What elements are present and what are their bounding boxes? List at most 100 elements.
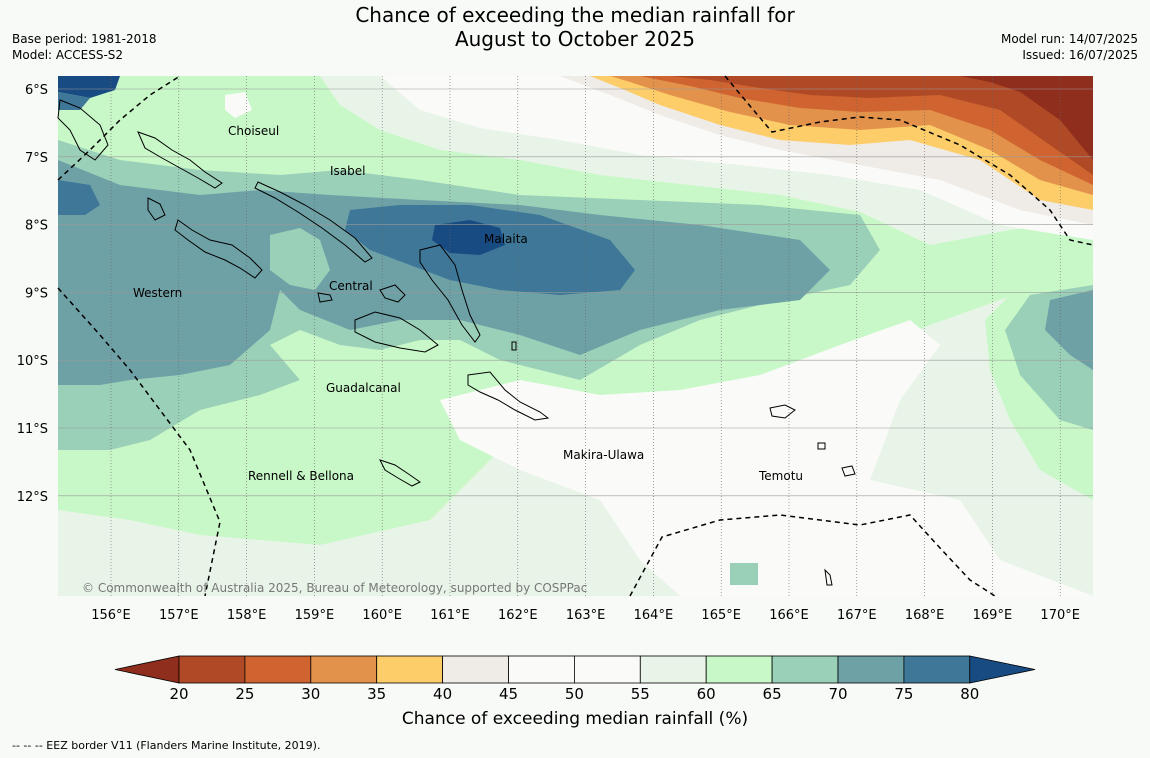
colorbar-tick-label: 45 [499,685,518,703]
map-plot-area [58,76,1093,596]
lon-tick-label: 162°E [498,608,538,623]
lon-tick-label: 167°E [837,608,877,623]
label-central: Central [329,279,373,293]
band-20-25 [670,76,1093,175]
colorbar-tick-label: 55 [631,685,650,703]
issued-date: Issued: 16/07/2025 [1022,48,1138,62]
colorbar-extend-high [969,655,1036,684]
lon-tick-label: 159°E [295,608,335,623]
band-above-80-nw [58,76,120,98]
colorbar: 20 25 30 35 40 45 50 55 60 65 70 75 80 [114,655,1036,703]
island-nendo [769,404,796,419]
band-45-55-south [440,320,1093,596]
eez-border-north [724,75,1094,246]
island-makira [467,371,550,421]
colorbar-segment [639,655,707,684]
colorbar-tick-label: 75 [894,685,913,703]
colorbar-segment [310,655,378,684]
eez-border-west [57,287,221,597]
colorbar-segment [508,655,575,684]
lon-tick-label: 168°E [905,608,945,623]
colorbar-segment [244,655,312,684]
title-line-2: August to October 2025 [454,27,696,51]
band-75-80-nw [58,92,90,110]
colorbar-extend-low [114,655,180,684]
lat-tick-label: 12°S [17,490,48,505]
colorbar-segment [837,655,905,684]
label-western: Western [133,286,182,300]
model-run: Model run: 14/07/2025 [1000,32,1138,46]
label-malaita: Malaita [484,232,528,246]
eez-footnote: -- -- -- EEZ border V11 (Flanders Marine… [12,739,321,752]
eez-border-nw [57,75,181,181]
lat-tick-label: 8°S [25,219,48,234]
island-bougainville-tip [57,99,109,161]
colorbar-segment [178,655,246,684]
island-malaita [419,244,481,343]
colorbar-segment [442,655,509,684]
lat-tick-label: 6°S [25,83,48,98]
lon-tick-label: 164°E [634,608,674,623]
lon-tick-label: 160°E [362,608,402,623]
lon-tick-label: 161°E [430,608,470,623]
lon-tick-label: 165°E [701,608,741,623]
colorbar-label: Chance of exceeding median rainfall (%) [401,709,749,729]
colorbar-tick-label: 80 [960,685,979,703]
model-name: Model: ACCESS-S2 [12,48,124,62]
island-new-georgia [174,219,263,279]
island-guadalcanal [354,311,439,353]
colorbar-tick-label: 25 [235,685,254,703]
province-labels: Choiseul Isabel Malaita Western Central … [133,124,803,483]
colorbar-tick-label: 70 [828,685,847,703]
colorbar-tick-label: 65 [763,685,782,703]
copyright-notice: © Commonwealth of Australia 2025, Bureau… [82,581,587,595]
lat-tick-label: 7°S [25,151,48,166]
colorbar-tick-label: 60 [697,685,716,703]
lon-tick-label: 166°E [769,608,809,623]
band-65-70-south-patch [730,563,758,585]
band-75-80-east [1045,290,1093,370]
band-75-80-west [58,180,100,215]
island-rennell [379,459,421,487]
island-vella [147,197,166,221]
colorbar-segment [376,655,444,684]
colorbar-segment [705,655,773,684]
lat-tick-label: 10°S [17,354,48,369]
label-temotu: Temotu [758,469,803,483]
colorbar-tick-label: 50 [565,685,584,703]
islands [57,99,856,586]
label-makira-ulawa: Makira-Ulawa [563,448,644,462]
lon-tick-label: 170°E [1040,608,1080,623]
colorbar-segment [903,655,971,684]
colorbar-tick-label: 30 [301,685,320,703]
island-utupua [817,442,826,450]
lon-tick-label: 163°E [566,608,606,623]
band-above-80 [432,220,505,255]
eez-borders [57,75,1094,597]
lon-tick-label: 169°E [973,608,1013,623]
island-isabel [254,181,373,263]
title-line-1: Chance of exceeding the median rainfall … [355,3,795,27]
label-isabel: Isabel [330,164,365,178]
label-choiseul: Choiseul [228,124,279,138]
meta-left: Base period: 1981-2018 Model: ACCESS-S2 [12,31,157,63]
band-70-75-west-lobe [58,200,270,345]
island-choiseul [137,131,223,189]
label-rennell-bellona: Rennell & Bellona [248,469,354,483]
colorbar-segment [574,655,641,684]
band-65-70-central-hole [270,228,330,290]
lon-tick-label: 156°E [91,608,131,623]
island-anuta [824,568,833,586]
lon-tick-label: 157°E [159,608,199,623]
band-below-20 [960,76,1093,160]
lat-tick-label: 11°S [17,422,48,437]
latitude-labels: 6°S 7°S 8°S 9°S 10°S 11°S 12°S [17,83,48,505]
colorbar-segment [771,655,839,684]
longitude-labels: 156°E 157°E 158°E 159°E 160°E 161°E 162°E 163°E… [91,608,1080,623]
island-russell [317,292,333,303]
label-guadalcanal: Guadalcanal [326,381,401,395]
meta-right: Model run: 14/07/2025 Issued: 16/07/2025 [1001,31,1138,63]
lat-tick-label: 9°S [25,286,48,301]
island-florida [379,284,406,303]
